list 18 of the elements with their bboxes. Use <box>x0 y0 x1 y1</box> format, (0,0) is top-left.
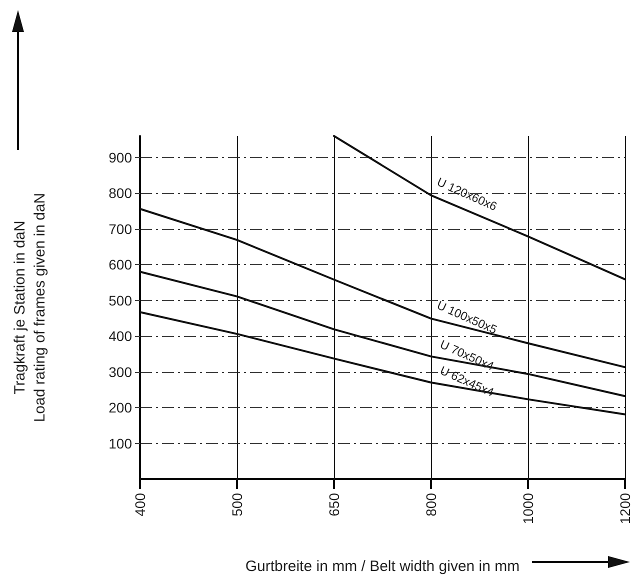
x-axis-title: Gurtbreite in mm / Belt width given in mm <box>245 558 520 575</box>
x-tick-label: 650 <box>326 492 342 516</box>
y-tick-label: 400 <box>108 328 132 344</box>
x-tick-label: 1200 <box>617 492 632 524</box>
y-tick-label: 200 <box>108 400 132 416</box>
y-tick-label: 600 <box>108 256 132 273</box>
y-tick-label: 700 <box>108 220 132 237</box>
y-tick-label: 300 <box>108 364 132 380</box>
line-series <box>333 135 626 280</box>
x-tick-label: 800 <box>423 492 439 516</box>
x-tick-label: 1000 <box>520 492 536 524</box>
x-tick-label: 400 <box>132 492 148 516</box>
y-tick-label: 800 <box>108 185 132 202</box>
y-tick-label: 900 <box>108 149 132 166</box>
y-axis-title: Tragkraft je Station in daN Load rating of frames given in daN <box>12 192 48 422</box>
x-tick-label: 500 <box>229 492 245 516</box>
y-tick-label: 500 <box>108 292 132 308</box>
y-tick-label: 100 <box>108 435 132 452</box>
